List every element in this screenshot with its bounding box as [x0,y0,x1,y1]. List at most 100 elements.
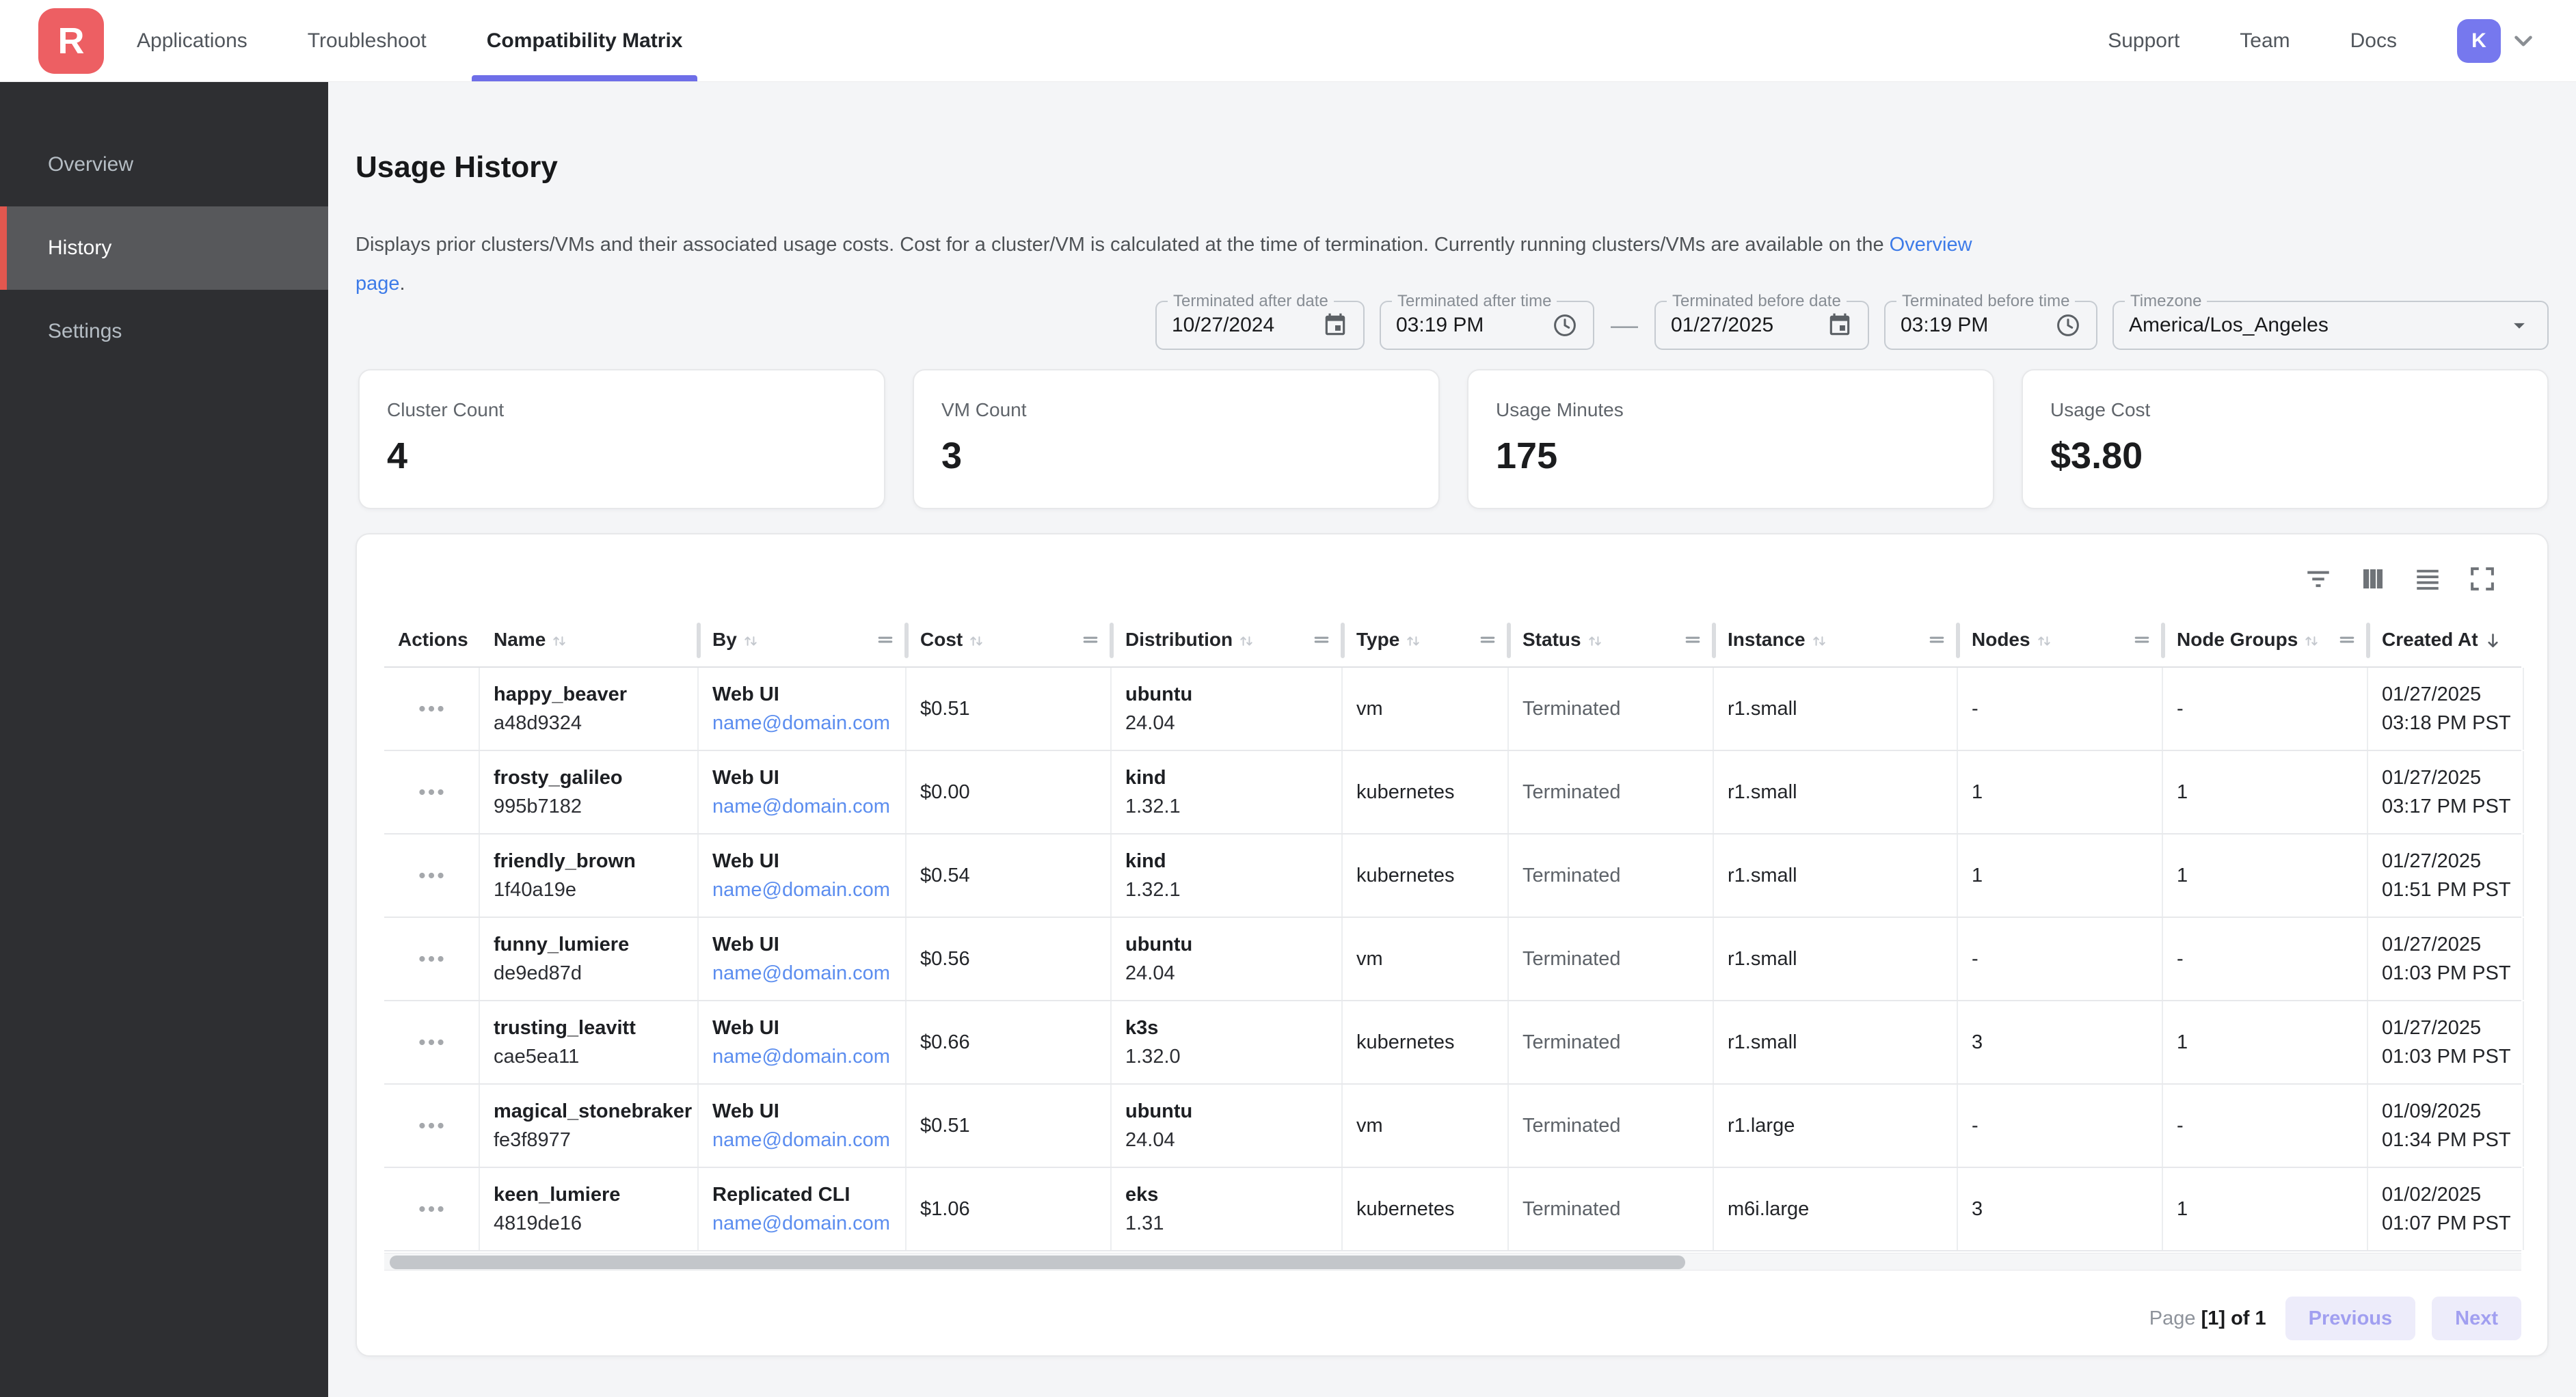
created-by-email-link[interactable]: name@domain.com [712,711,890,734]
sidebar-item-label: Overview [48,153,134,176]
column-separator [1110,623,1114,658]
filter-icon[interactable] [2304,565,2333,593]
filter-timezone[interactable]: Timezone America/Los_Angeles [2112,292,2549,350]
table-row: frosty_galileo 995b7182 Web UI name@domain.… [384,751,2524,835]
row-actions-button[interactable] [418,1038,444,1046]
fullscreen-icon[interactable] [2468,565,2497,593]
cell-type: vm [1343,668,1509,750]
status-value: Terminated [1522,864,1621,886]
created-by-email-link[interactable]: name@domain.com [712,795,890,817]
created-by-email-link[interactable]: name@domain.com [712,962,890,984]
cell-value: vm [1356,947,1383,970]
next-page-button[interactable]: Next [2432,1297,2521,1340]
cell-value: r1.small [1728,947,1797,970]
cell-value: 3 [1972,1031,1983,1053]
nav-link-team[interactable]: Team [2240,29,2290,52]
column-menu-icon[interactable] [1477,629,1498,650]
sidebar-item-history[interactable]: History [0,206,328,290]
filter-label: Terminated after time [1392,292,1557,311]
filter-label: Terminated before time [1896,292,2076,311]
stat-value: $3.80 [2050,435,2143,476]
cluster-name: trusting_leavitt [494,1016,636,1039]
replicated-logo[interactable]: R [38,8,104,74]
cluster-id: de9ed87d [494,962,582,984]
sidebar-item-overview[interactable]: Overview [0,123,328,206]
column-menu-icon[interactable] [875,629,896,650]
cell-by: Web UI name@domain.com [699,1085,907,1167]
row-actions-button[interactable] [418,871,444,880]
chevron-down-icon[interactable] [2509,27,2538,55]
horizontal-scrollbar-thumb[interactable] [390,1256,1685,1269]
row-actions-button[interactable] [418,705,444,713]
created-time: 03:17 PM PST [2382,795,2511,817]
clock-icon[interactable] [1552,312,1578,338]
calendar-icon[interactable] [1322,312,1348,338]
nav-tab-troubleshoot[interactable]: Troubleshoot [308,0,427,81]
sidebar-item-settings[interactable]: Settings [0,290,328,373]
column-header-nodes[interactable]: Nodes [1958,613,2165,666]
calendar-icon[interactable] [1827,312,1853,338]
sort-icon [741,632,760,651]
column-header-node-groups[interactable]: Node Groups [2163,613,2370,666]
nav-tab-applications[interactable]: Applications [137,0,247,81]
created-by-email-link[interactable]: name@domain.com [712,1212,890,1234]
cell-name: funny_lumiere de9ed87d [480,918,699,1000]
avatar[interactable]: K [2457,18,2501,63]
created-time: 01:51 PM PST [2382,878,2511,901]
column-menu-icon[interactable] [1311,629,1332,650]
page-indicator: Page [1] of 1 [2149,1307,2266,1330]
filter-terminated-after-date[interactable]: Terminated after date 10/27/2024 [1155,292,1365,350]
column-header-cost[interactable]: Cost [907,613,1114,666]
row-actions-button[interactable] [418,1122,444,1130]
column-header-status[interactable]: Status [1509,613,1716,666]
column-header-name[interactable]: Name [480,613,701,666]
cell-value: $0.54 [920,864,970,886]
top-navigation-bar: R Applications Troubleshoot Compatibility … [0,0,2576,82]
column-header-distribution[interactable]: Distribution [1112,613,1345,666]
cell-node_groups: - [2163,918,2368,1000]
status-value: Terminated [1522,1114,1621,1137]
nav-link-docs[interactable]: Docs [2350,29,2397,52]
nav-tab-label: Troubleshoot [307,29,427,52]
created-by-email-link[interactable]: name@domain.com [712,1045,890,1068]
stat-card-cluster-count: Cluster Count 4 [358,369,885,509]
cell-value: kubernetes [1356,1031,1455,1053]
overview-page-link[interactable]: Overview page [355,234,1972,295]
nav-tab-compatibility-matrix[interactable]: Compatibility Matrix [471,0,698,81]
user-menu[interactable]: K [2457,18,2538,63]
row-actions-button[interactable] [418,955,444,963]
row-actions-button[interactable] [418,788,444,796]
filter-terminated-before-date[interactable]: Terminated before date 01/27/2025 [1654,292,1869,350]
density-icon[interactable] [2413,565,2442,593]
previous-page-button[interactable]: Previous [2285,1297,2416,1340]
cell-cost: $0.00 [907,751,1112,833]
column-header-type[interactable]: Type [1343,613,1511,666]
caret-down-icon[interactable] [2506,312,2532,338]
column-separator [1712,623,1716,658]
column-header-created-at[interactable]: Created At [2368,613,2524,666]
column-header-instance[interactable]: Instance [1714,613,1960,666]
column-menu-icon[interactable] [1682,629,1703,650]
columns-icon[interactable] [2359,565,2387,593]
filter-terminated-before-time[interactable]: Terminated before time 03:19 PM [1884,292,2097,350]
table-row: happy_beaver a48d9324 Web UI name@domain.co… [384,668,2524,751]
cell-value: $1.06 [920,1197,970,1220]
created-by-email-link[interactable]: name@domain.com [712,1128,890,1151]
cell-nodes: 3 [1958,1168,2163,1250]
nav-link-support[interactable]: Support [2108,29,2180,52]
created-by-email-link[interactable]: name@domain.com [712,878,890,901]
avatar-initial: K [2471,29,2486,52]
filter-terminated-after-time[interactable]: Terminated after time 03:19 PM [1380,292,1594,350]
column-menu-icon[interactable] [1927,629,1947,650]
cell-status: Terminated [1509,835,1714,917]
column-header-by[interactable]: By [699,613,909,666]
row-actions-button[interactable] [418,1205,444,1213]
clock-icon[interactable] [2055,312,2081,338]
column-menu-icon[interactable] [1080,629,1101,650]
column-separator [1507,623,1511,658]
column-menu-icon[interactable] [2132,629,2152,650]
cell-actions [384,1085,480,1167]
column-menu-icon[interactable] [2337,629,2357,650]
column-label: By [712,629,737,650]
cell-actions [384,751,480,833]
